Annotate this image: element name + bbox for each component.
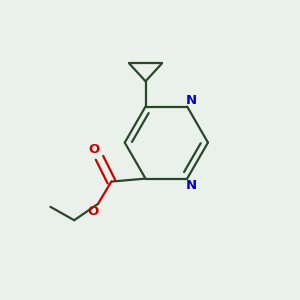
Text: N: N (185, 94, 197, 106)
Text: O: O (87, 205, 98, 218)
Text: O: O (88, 143, 100, 156)
Text: N: N (185, 178, 197, 191)
